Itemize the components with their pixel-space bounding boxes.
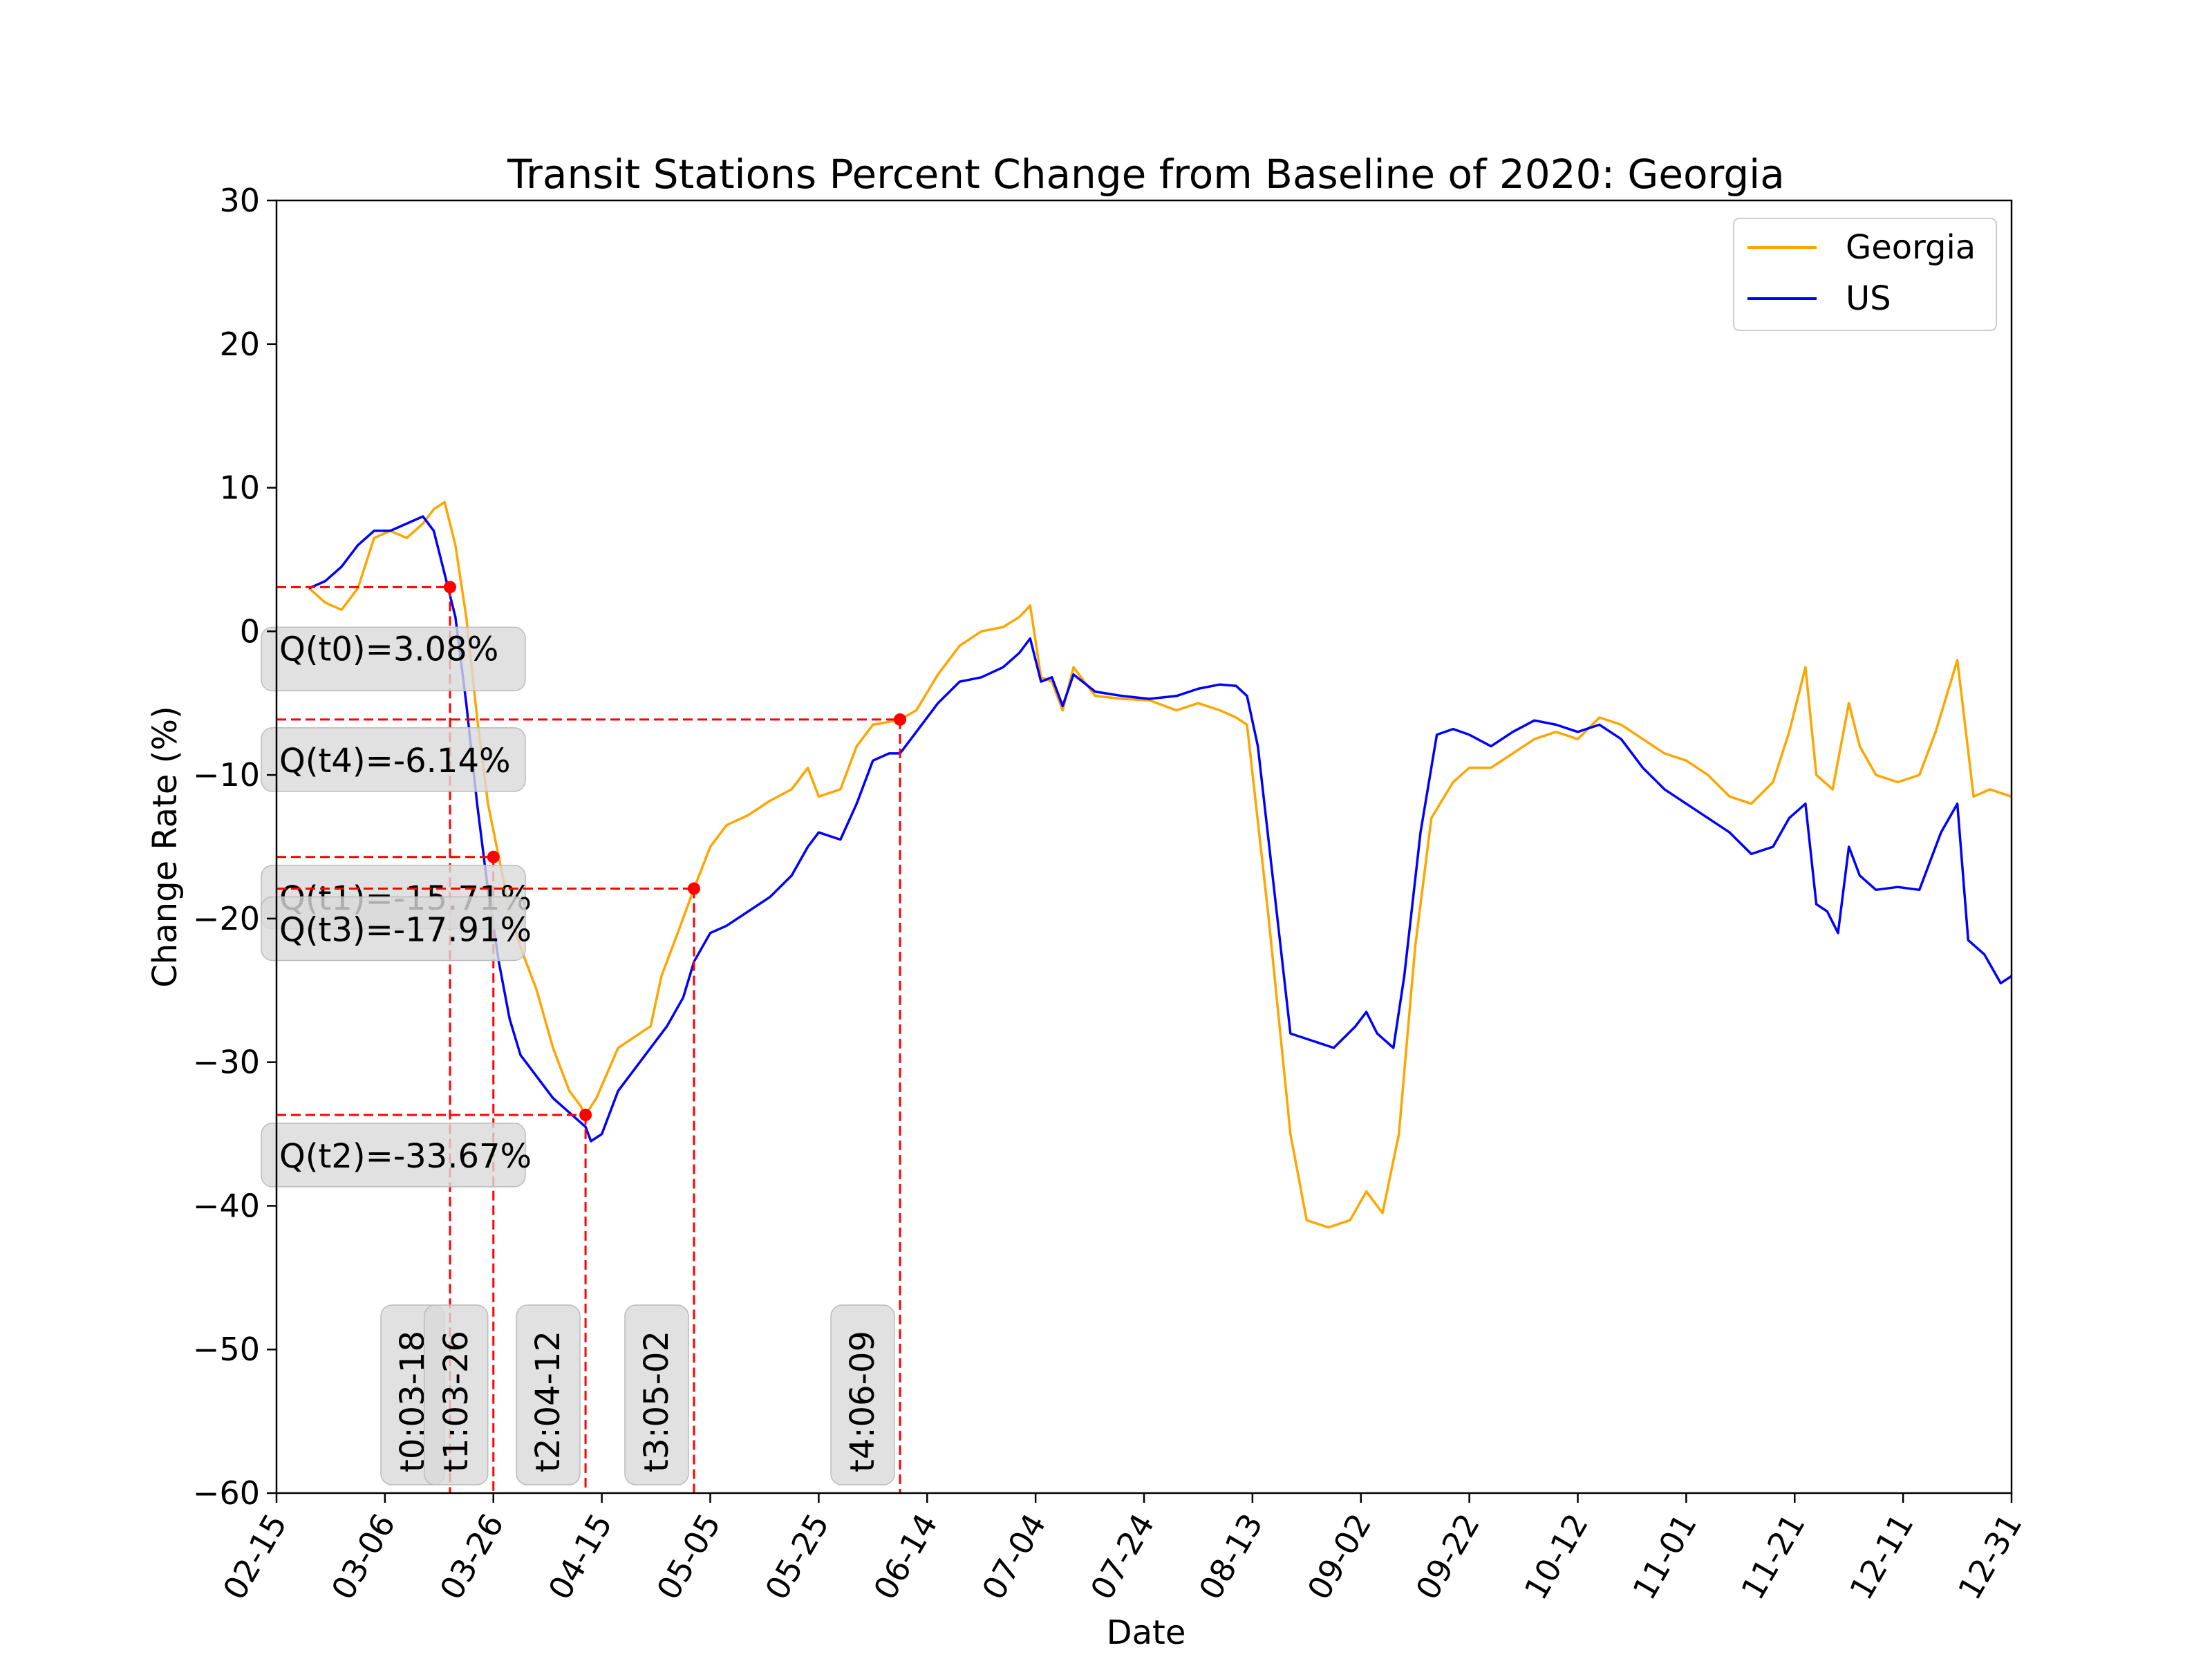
- event-marker-t0: [444, 581, 456, 594]
- series-line-georgia: [308, 500, 2012, 1229]
- event-marker-t1: [487, 850, 500, 863]
- event-date-label-t3: t3:05-02: [637, 1331, 676, 1472]
- y-tick-label: 30: [219, 182, 260, 219]
- chart-title: Transit Stations Percent Change from Bas…: [507, 151, 1785, 198]
- event-marker-t3: [687, 882, 700, 895]
- q-label-t4: Q(t4)=-6.14%: [279, 742, 511, 780]
- x-axis-title: Date: [1107, 1613, 1186, 1652]
- q-label-t2: Q(t2)=-33.67%: [279, 1137, 532, 1176]
- event-date-box-t1: [424, 1304, 489, 1485]
- q-label-box-t2: [261, 1123, 526, 1188]
- event-date-label-t2: t2:04-12: [529, 1331, 568, 1472]
- event-date-label-t1: t1:03-26: [437, 1331, 476, 1472]
- q-label-box-t0: [261, 626, 526, 692]
- q-label-box-t3: [261, 896, 526, 962]
- legend-label-georgia: Georgia: [1846, 228, 1976, 267]
- event-date-box-t3: [624, 1304, 689, 1485]
- q-label-t3: Q(t3)=-17.91%: [279, 910, 532, 949]
- y-tick-label: −30: [193, 1044, 260, 1081]
- event-date-label-t4: t4:06-09: [843, 1331, 882, 1472]
- event-marker-t4: [894, 713, 907, 726]
- event-marker-t2: [579, 1108, 592, 1121]
- y-tick-label: 20: [219, 326, 260, 363]
- y-tick-label: 0: [240, 612, 260, 650]
- y-tick-label: −40: [193, 1187, 260, 1224]
- q-label-t0: Q(t0)=3.08%: [279, 630, 498, 668]
- event-date-box-t2: [516, 1304, 581, 1485]
- y-tick-label: −50: [193, 1331, 260, 1368]
- y-tick-label: −20: [193, 900, 260, 937]
- series-line-us: [308, 515, 2012, 1143]
- y-axis-title: Change Rate (%): [146, 706, 185, 987]
- q-label-box-t4: [261, 727, 526, 792]
- legend-label-us: US: [1846, 279, 1891, 318]
- legend: Georgia US: [1733, 218, 1997, 331]
- event-date-box-t4: [830, 1304, 895, 1485]
- y-tick-label: −60: [193, 1474, 260, 1512]
- y-tick-label: 10: [219, 469, 260, 507]
- y-tick-label: −10: [193, 756, 260, 794]
